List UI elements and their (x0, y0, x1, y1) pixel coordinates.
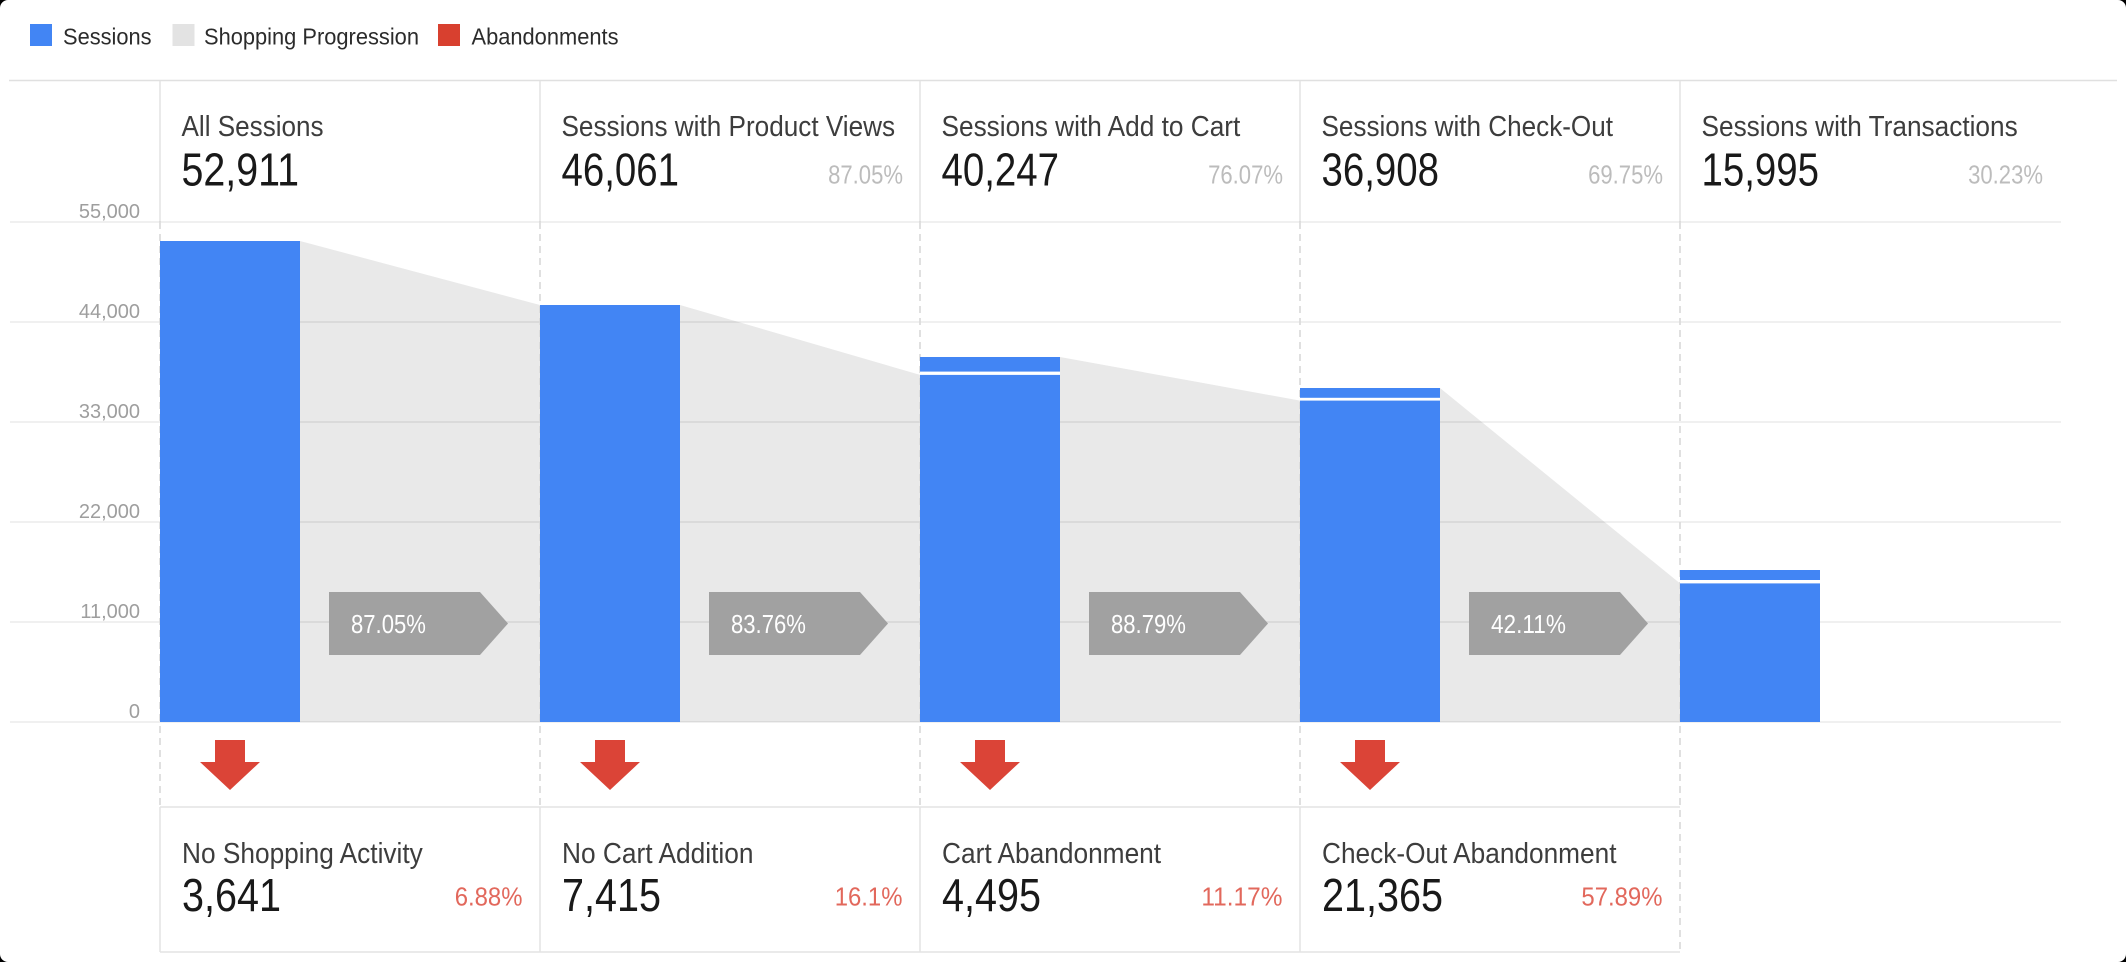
svg-text:Abandonments: Abandonments (472, 24, 619, 50)
svg-text:16.1%: 16.1% (835, 882, 903, 912)
svg-text:7,415: 7,415 (562, 869, 661, 921)
svg-text:44,000: 44,000 (79, 301, 140, 323)
svg-text:Sessions with Add to Cart: Sessions with Add to Cart (942, 111, 1241, 143)
svg-text:11,000: 11,000 (80, 601, 140, 623)
svg-text:Sessions with Transactions: Sessions with Transactions (1702, 111, 2018, 143)
svg-text:21,365: 21,365 (1322, 869, 1443, 921)
svg-text:Sessions: Sessions (63, 24, 152, 50)
svg-text:30.23%: 30.23% (1968, 160, 2043, 190)
svg-text:22,000: 22,000 (79, 501, 140, 523)
svg-text:57.89%: 57.89% (1581, 882, 1662, 912)
svg-text:42.11%: 42.11% (1491, 609, 1566, 639)
svg-text:33,000: 33,000 (79, 401, 140, 423)
svg-text:36,908: 36,908 (1322, 144, 1440, 196)
svg-text:15,995: 15,995 (1702, 144, 1820, 196)
svg-text:Shopping Progression: Shopping Progression (204, 24, 419, 50)
svg-text:Check-Out Abandonment: Check-Out Abandonment (1322, 838, 1617, 870)
svg-text:76.07%: 76.07% (1208, 160, 1283, 190)
svg-text:88.79%: 88.79% (1111, 609, 1186, 639)
svg-text:87.05%: 87.05% (351, 609, 426, 639)
svg-text:Cart Abandonment: Cart Abandonment (942, 838, 1161, 870)
svg-text:No Shopping Activity: No Shopping Activity (182, 838, 423, 870)
svg-text:4,495: 4,495 (942, 869, 1041, 921)
svg-text:83.76%: 83.76% (731, 609, 806, 639)
svg-text:All Sessions: All Sessions (182, 111, 324, 143)
svg-text:Sessions with Product Views: Sessions with Product Views (562, 111, 896, 143)
svg-text:40,247: 40,247 (942, 144, 1060, 196)
svg-text:52,911: 52,911 (182, 144, 300, 196)
svg-text:46,061: 46,061 (562, 144, 680, 196)
svg-text:6.88%: 6.88% (455, 882, 523, 912)
svg-text:55,000: 55,000 (79, 201, 140, 223)
svg-text:0: 0 (129, 701, 140, 723)
svg-text:69.75%: 69.75% (1588, 160, 1663, 190)
svg-text:3,641: 3,641 (182, 869, 281, 921)
svg-text:No Cart Addition: No Cart Addition (562, 838, 754, 870)
svg-text:11.17%: 11.17% (1201, 882, 1282, 912)
svg-text:87.05%: 87.05% (828, 160, 903, 190)
svg-text:Sessions with Check-Out: Sessions with Check-Out (1322, 111, 1614, 143)
